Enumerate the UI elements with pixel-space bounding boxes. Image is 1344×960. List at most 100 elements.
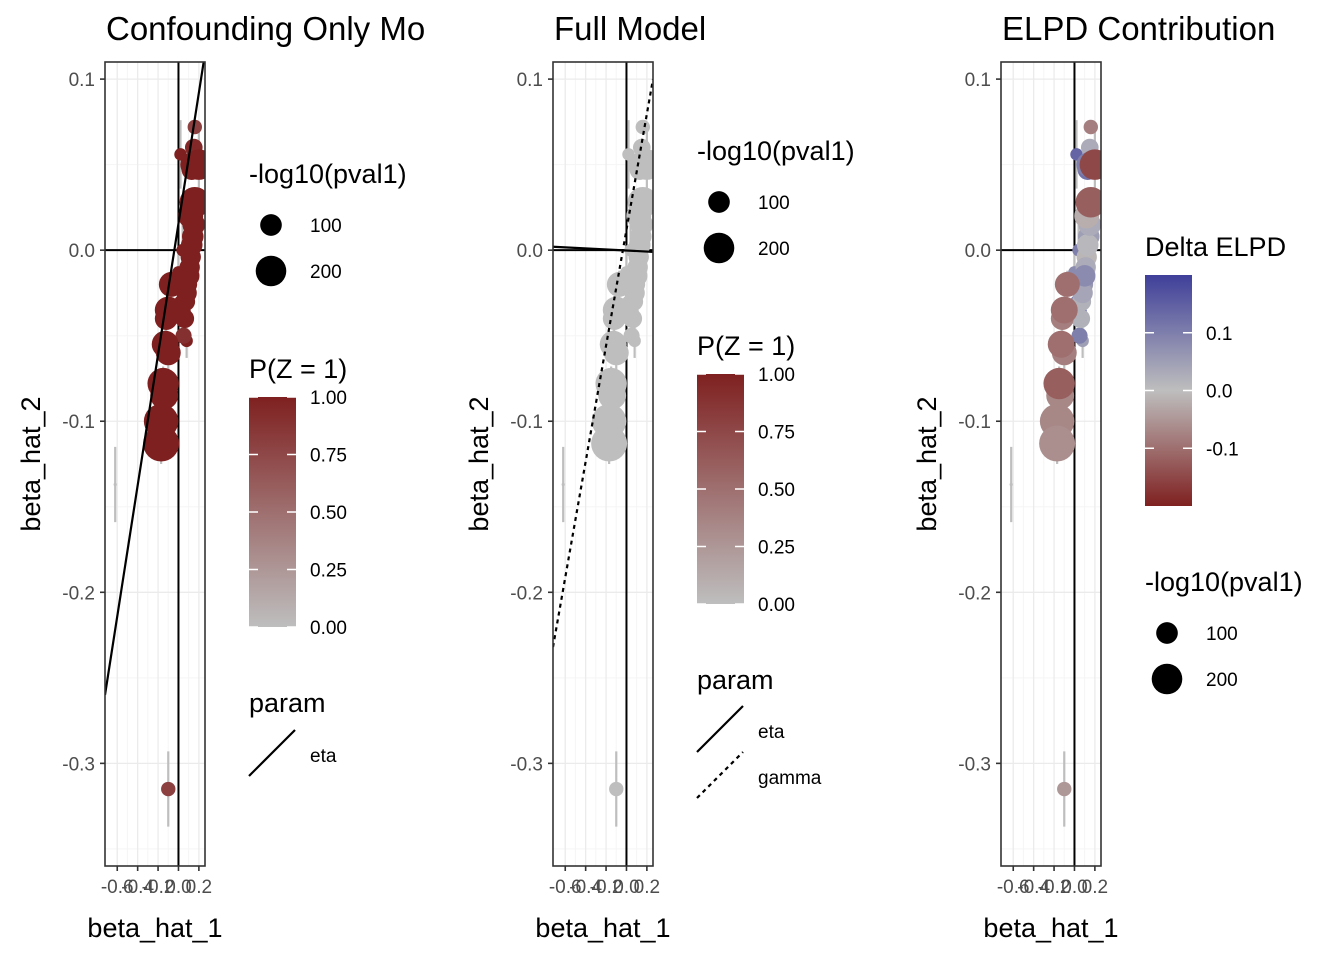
panel-3: ELPD Contribution-0.3-0.2-0.10.00.1-0.6-… [912, 10, 1275, 943]
legend-param-key [248, 729, 296, 777]
legend-color-title: P(Z = 1) [697, 331, 795, 361]
panel-border [104, 61, 206, 867]
legend-param-key [696, 705, 744, 753]
data-point [151, 330, 179, 358]
line-eta [105, 62, 205, 696]
y-axis-title: beta_hat_2 [464, 396, 494, 531]
y-tick-label: -0.3 [62, 754, 95, 775]
data-point [1079, 149, 1101, 180]
data-point [1071, 327, 1088, 344]
data-point [631, 149, 653, 180]
x-tick-label: 0.2 [186, 877, 212, 898]
y-axis-title: beta_hat_2 [912, 396, 942, 531]
legend-size-key [708, 191, 730, 213]
legend-size: -log10(pval1) 100 200 [1145, 567, 1303, 695]
legend-size-key [703, 232, 735, 264]
data-point [609, 781, 624, 797]
colorbar-label: 0.50 [310, 503, 347, 524]
line-gamma [553, 78, 653, 648]
legend-size-label: 100 [1206, 624, 1238, 645]
data-point [187, 119, 202, 135]
colorbar-label: 0.25 [758, 538, 795, 559]
outlier-point [1009, 482, 1013, 487]
data-point [591, 425, 628, 462]
data-point [154, 296, 182, 324]
x-tick-label: -0.2 [590, 877, 623, 898]
data-point [1043, 367, 1075, 400]
y-axis-title: beta_hat_2 [16, 396, 46, 531]
plot-area [1009, 119, 1101, 827]
colorbar-label: 0.00 [310, 618, 347, 639]
x-tick-label: -0.6 [997, 877, 1030, 898]
panel-2: Full Model-0.3-0.2-0.10.00.1-0.6-0.4-0.2… [464, 10, 706, 943]
outlier-point [113, 482, 117, 487]
plot-area [105, 62, 205, 827]
data-point [161, 781, 176, 797]
legend-size: -log10(pval1) 100 200 [697, 136, 855, 264]
data-point [1039, 425, 1076, 462]
data-point [1075, 187, 1101, 218]
panel-title: ELPD Contribution [1002, 10, 1275, 47]
legend-size-label: 200 [758, 239, 790, 260]
y-tick-label: 0.1 [69, 70, 95, 91]
colorbar-label: 0.75 [758, 423, 795, 444]
legend-colorbar: Delta ELPD 0.1 0.0 -0.1 [1145, 232, 1286, 506]
legend-param-title: param [249, 688, 326, 718]
legend-size-key [1156, 622, 1178, 644]
legend-size-key [260, 214, 282, 236]
legend-colorbar: P(Z = 1) 1.00 0.75 0.50 0.25 0.00 [249, 354, 347, 639]
data-point [1050, 296, 1078, 324]
x-axis-title: beta_hat_1 [87, 913, 222, 943]
x-axis-title: beta_hat_1 [535, 913, 670, 943]
data-point [180, 234, 203, 256]
data-point [1083, 119, 1098, 135]
x-tick-label: -0.6 [101, 877, 134, 898]
legend-size: -log10(pval1) 100 200 [249, 159, 407, 287]
legend-size-label: 100 [310, 216, 342, 237]
legend-size-label: 200 [1206, 670, 1238, 691]
y-tick-label: 0.1 [965, 70, 991, 91]
legend-size-title: -log10(pval1) [1145, 567, 1303, 597]
colorbar-label: 0.1 [1206, 324, 1232, 345]
x-tick-label: 0.2 [634, 877, 660, 898]
x-tick-label: 0.0 [1061, 877, 1087, 898]
data-point [158, 271, 184, 297]
data-point [606, 271, 632, 297]
y-tick-label: -0.3 [510, 754, 543, 775]
data-point [179, 187, 205, 218]
colorbar-label: 0.50 [758, 480, 795, 501]
y-tick-label: 0.1 [517, 70, 543, 91]
line-eta [553, 245, 653, 253]
y-tick-label: -0.1 [510, 412, 543, 433]
x-tick-label: -0.6 [549, 877, 582, 898]
panel-title: Confounding Only Mo [106, 10, 425, 47]
data-point [1057, 781, 1072, 797]
x-tick-label: 0.2 [1082, 877, 1108, 898]
legend-param-label: eta [758, 722, 785, 743]
colorbar-label: 0.75 [310, 446, 347, 467]
colorbar-label: 0.25 [310, 561, 347, 582]
x-tick-label: -0.4 [569, 877, 602, 898]
x-tick-label: -0.4 [1017, 877, 1050, 898]
y-tick-label: 0.0 [69, 241, 95, 262]
legend-colorbar: P(Z = 1) 1.00 0.75 0.50 0.25 0.00 [697, 331, 795, 616]
panel-1: Confounding Only Mo -0.3 -0.2 -0.1 0.0 0.1 -0.… [16, 10, 425, 943]
x-axis-title: beta_hat_1 [983, 913, 1118, 943]
x-tick-label: 0.0 [613, 877, 639, 898]
data-point [602, 296, 630, 324]
data-point [143, 425, 180, 462]
legend-size-title: -log10(pval1) [697, 136, 855, 166]
panel-border [1000, 61, 1102, 867]
x-tick-label: 0.0 [165, 877, 191, 898]
legend-color-title: P(Z = 1) [249, 354, 347, 384]
colorbar-label: 1.00 [310, 388, 347, 409]
panel-title: Full Model [554, 10, 706, 47]
colorbar-label: -0.1 [1206, 439, 1239, 460]
legend-param-key [696, 751, 744, 799]
legend-size-key [1151, 663, 1183, 695]
x-tick-label: -0.2 [142, 877, 175, 898]
y-tick-label: -0.2 [62, 583, 95, 604]
points [1039, 119, 1101, 797]
y-tick-label: 0.0 [965, 241, 991, 262]
